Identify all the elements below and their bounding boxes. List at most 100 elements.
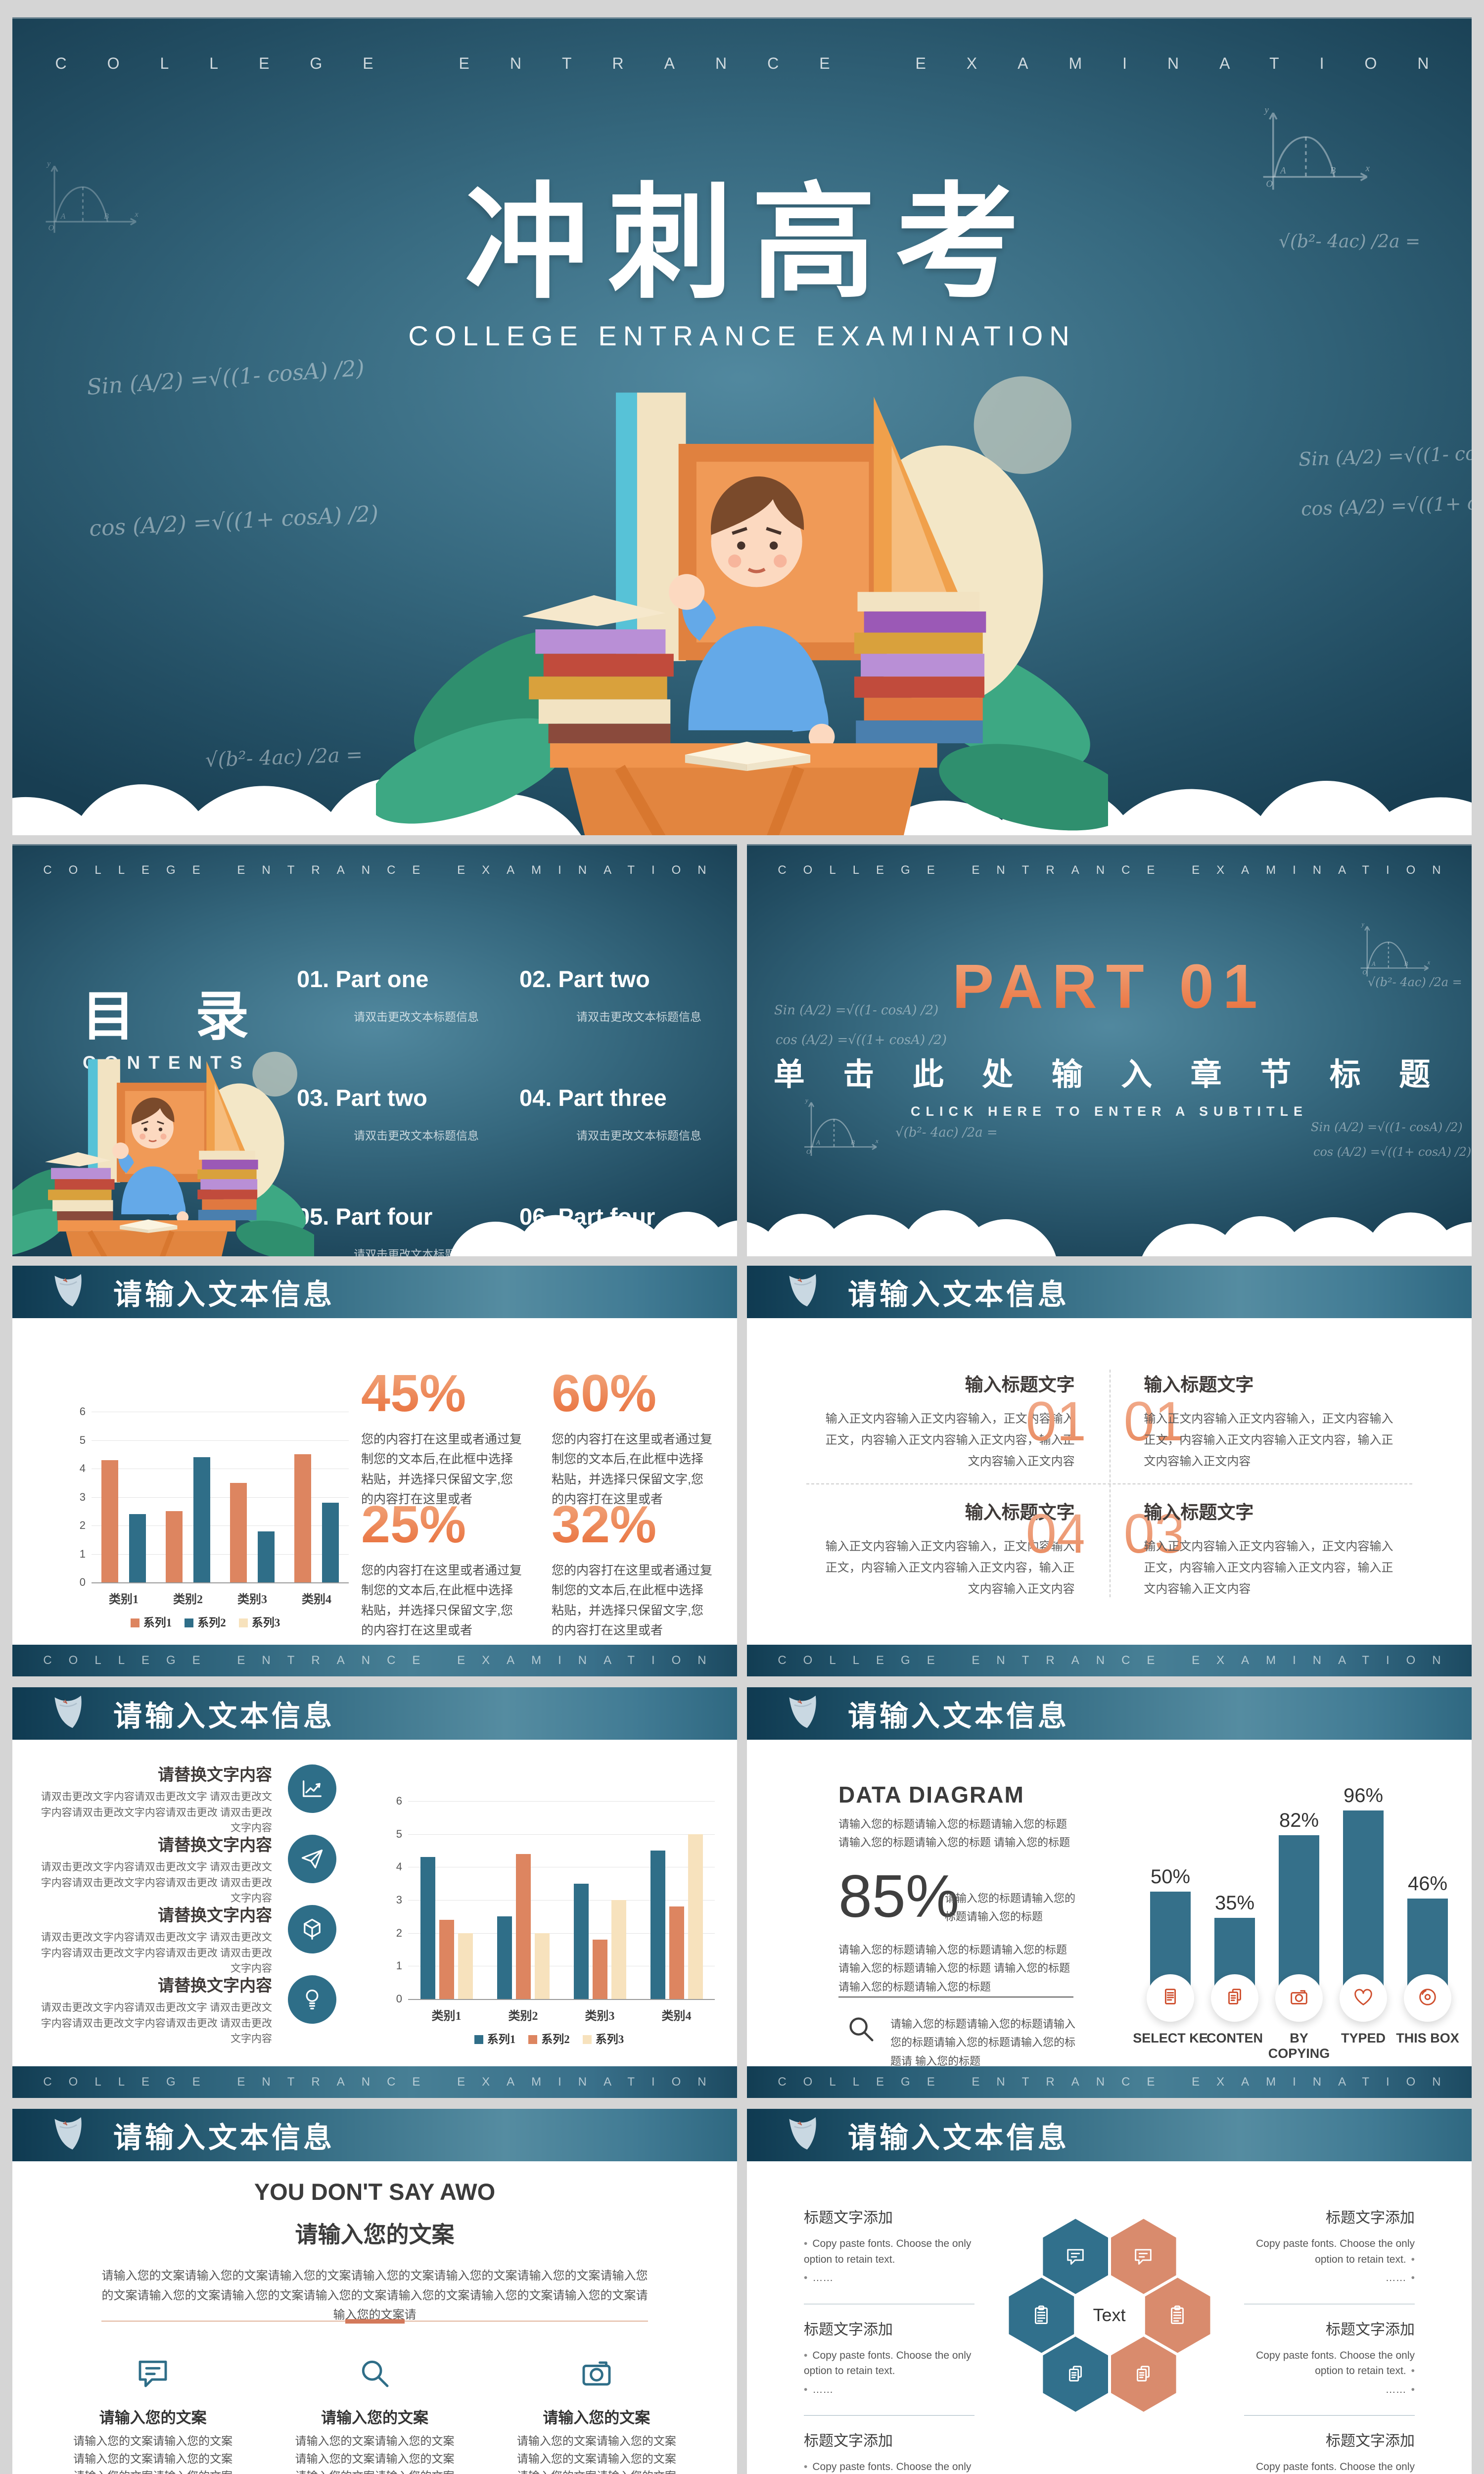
toc-item[interactable]: 05. Part four 请双击更改文本标题信息 — [297, 1203, 500, 1256]
feature-body: 请双击更改文字内容请双击更改文字 请双击更改文字内容请双击更改文字内容请双击更改… — [41, 1791, 272, 1834]
slide-toc[interactable]: COLLEGE ENTRANCE EXAMINATION 目 录 CONTENT… — [12, 844, 737, 1256]
category-label: 类别4 — [661, 2010, 692, 2023]
feature-list: 请替换文字内容 请双击更改文字内容请双击更改文字 请双击更改文字内容请双击更改文字… — [40, 1761, 336, 2045]
slide-cover[interactable]: COLLEGE ENTRANCE EXAMINATION Sin (A/2) =… — [12, 17, 1472, 835]
toc-item[interactable]: 01. Part one 请双击更改文本标题信息 — [297, 965, 500, 1084]
percent-value: 32% — [552, 1496, 717, 1554]
hexagon-flower-diagram: Text — [991, 2209, 1228, 2422]
cover-top-banner: COLLEGE ENTRANCE EXAMINATION — [55, 54, 1470, 72]
svg-text:O: O — [1362, 969, 1367, 976]
paper-icon — [782, 1271, 824, 1313]
svg-text:y: y — [804, 1096, 808, 1104]
awo-column: 请输入您的文案请输入您的文案请输入您的文案请输入您的文案请输入您的文案请输入您的… — [515, 2354, 678, 2474]
heart-icon — [1352, 1986, 1375, 2011]
block-bullet: Copy paste fonts. Choose the only option… — [1244, 2348, 1415, 2379]
chart-gridline — [92, 1440, 349, 1441]
awo-subtitle: 请输入您的文案 — [295, 2222, 455, 2247]
axis-tick-label: 1 — [396, 1959, 402, 1972]
chart-bar — [573, 1883, 589, 1999]
toc-item-desc: 请双击更改文本标题信息 — [576, 1129, 701, 1142]
toc-title: 目 录 — [82, 986, 272, 1046]
svg-text:A: A — [816, 1139, 820, 1146]
slide-awo[interactable]: 请输入文本信息 YOU DON'T SAY AWO 请输入您的文案 请输入您的文… — [12, 2109, 737, 2474]
slide-header-bar: 请输入文本信息 — [12, 2109, 737, 2161]
quadrant-item: 输入标题文字 输入正文内容输入正文内容输入，正文内容输入正文，内容输入正文内容输… — [1144, 1497, 1397, 1600]
percent-bar-value: 50% — [1150, 1865, 1191, 1888]
chart-gridline — [408, 1900, 715, 1901]
slide-header-title: 请输入文本信息 — [848, 2122, 1070, 2154]
legend-item: 系列1 — [130, 1613, 172, 1630]
block-title: 标题文字添加 — [804, 2433, 893, 2449]
axis-tick-label: 0 — [79, 1576, 86, 1588]
hexagon-left-texts: 标题文字添加 Copy paste fonts. Choose the only … — [804, 2205, 974, 2474]
slide-data-diagram[interactable]: 请输入文本信息 DATA DIAGRAM 请输入您的标题请输入您的标题请输入您的… — [747, 1687, 1472, 2098]
grouped-bar-chart: 0 1 2 3 4 5 6 类别1 类别2 类别3 类别4 系列1 系列2 系列3 — [57, 1365, 354, 1642]
divider-accent — [345, 2319, 405, 2324]
quadrant-title: 输入标题文字 — [1144, 1502, 1254, 1522]
chart-bar — [193, 1457, 210, 1582]
divider — [838, 1997, 1073, 1998]
doc-icon — [1159, 1986, 1182, 2011]
paper-icon — [47, 1271, 90, 1313]
chat-icon — [71, 2354, 234, 2396]
axis-tick-label: 4 — [396, 1860, 402, 1873]
chart-gridline — [408, 1801, 715, 1802]
toc-item-desc: 请双击更改文本标题信息 — [354, 1129, 479, 1142]
quadrant-title: 输入标题文字 — [1144, 1375, 1254, 1395]
slide-footer-bar: COLLEGE ENTRANCE EXAMINATION — [12, 1645, 737, 1676]
slide-header-bar: 请输入文本信息 — [12, 1687, 737, 1740]
plane-icon — [288, 1835, 336, 1883]
feature-item: 请替换文字内容 请双击更改文字内容请双击更改文字 请双击更改文字内容请双击更改文字… — [40, 1832, 336, 1904]
percent-desc: 您的内容打在这里或者通过复制您的文本后,在此框中选择粘贴，并选择只保留文字,您的… — [552, 1432, 713, 1507]
axis-tick-label: 5 — [396, 1827, 402, 1840]
category-label: 类别3 — [237, 1593, 267, 1606]
block-bullet: Copy paste fonts. Choose the only option… — [1244, 2236, 1415, 2267]
clipboard-icon — [1030, 2304, 1053, 2329]
feature-title: 请替换文字内容 — [158, 1977, 272, 1995]
clipboard-icon — [1166, 2304, 1189, 2329]
svg-text:B: B — [1330, 165, 1336, 176]
slide-stats[interactable]: 请输入文本信息 0 1 2 3 4 5 6 类别1 类别2 类别3 类别4 系列1 系列2 系列3 45%… — [12, 1266, 737, 1676]
floating-paper — [72, 657, 146, 751]
chart-bar — [458, 1933, 473, 1999]
divider — [101, 2319, 648, 2324]
chart-gridline — [92, 1525, 349, 1526]
slide-part01[interactable]: COLLEGE ENTRANCE EXAMINATION Sin (A/2) =… — [747, 844, 1472, 1256]
slide-hexagon[interactable]: 请输入文本信息 标题文字添加 Copy paste fonts. Choose t… — [747, 2109, 1472, 2474]
percent-block: 60% 您的内容打在这里或者通过复制您的文本后,在此框中选择粘贴，并选择只保留文字… — [552, 1365, 717, 1506]
chalk-formula-sin: Sin (A/2) =√((1- cosA) /2) — [86, 355, 366, 400]
chalk-formula-cos: cos (A/2) =√((1+ cosA) /2) — [89, 501, 379, 542]
percent-desc: 您的内容打在这里或者通过复制您的文本后,在此框中选择粘贴，并选择只保留文字,您的… — [361, 1432, 522, 1507]
chat-icon — [1132, 2245, 1155, 2270]
percent-bar-value: 35% — [1214, 1892, 1255, 1914]
slide-quadrant[interactable]: 请输入文本信息 输入标题文字 输入正文内容输入正文内容输入，正文内容输入正文，内… — [747, 1266, 1472, 1676]
chart-bar — [294, 1454, 311, 1582]
footer-banner-text: COLLEGE ENTRANCE EXAMINATION — [43, 1654, 723, 1667]
search-icon — [843, 2011, 878, 2046]
chalk-axes-sketch: y x A B O — [1358, 920, 1432, 983]
block-bullet: Copy paste fonts. Choose the only option… — [804, 2348, 974, 2379]
chart-gridline — [92, 1497, 349, 1498]
disc-icon — [1416, 1986, 1439, 2011]
category-label: 类别3 — [585, 2010, 615, 2023]
quadrant-grid: 输入标题文字 输入正文内容输入正文内容输入，正文内容输入正文，内容输入正文内容输… — [806, 1370, 1412, 1600]
percent-bar — [1279, 1835, 1319, 1999]
chalk-formula-cos: cos (A/2) =√((1+ cosA) /2) — [1300, 489, 1472, 520]
chart-bar — [534, 1933, 550, 1999]
block-bullet: Copy paste fonts. Choose the only option… — [804, 2459, 974, 2474]
awo-column-title: 请输入您的文案 — [99, 2409, 207, 2426]
toc-item[interactable]: 02. Part two 请双击更改文本标题信息 — [519, 965, 722, 1084]
feature-body: 请双击更改文字内容请双击更改文字 请双击更改文字内容请双击更改文字内容请双击更改… — [41, 1931, 272, 1974]
percent-bar-label: CONTEN — [1206, 2031, 1263, 2046]
percent-bar-label: THIS BOX — [1396, 2031, 1459, 2046]
toc-item[interactable]: 04. Part three 请双击更改文本标题信息 — [519, 1084, 722, 1203]
percent-bar-icon-circle — [1275, 1974, 1323, 2022]
slide-footer-bar: COLLEGE ENTRANCE EXAMINATION — [12, 2066, 737, 2098]
chart-bar — [669, 1906, 684, 1999]
slide-features[interactable]: 请输入文本信息 请替换文字内容 请双击更改文字内容请双击更改文字 请双击更改文字内… — [12, 1687, 737, 2098]
awo-column-title: 请输入您的文案 — [543, 2409, 650, 2426]
percent-desc: 您的内容打在这里或者通过复制您的文本后,在此框中选择粘贴，并选择只保留文字,您的… — [552, 1563, 713, 1638]
toc-item-title: 04. Part three — [519, 1085, 667, 1111]
toc-item[interactable]: 03. Part two 请双击更改文本标题信息 — [297, 1084, 500, 1203]
percent-desc: 您的内容打在这里或者通过复制您的文本后,在此框中选择粘贴，并选择只保留文字,您的… — [361, 1563, 522, 1638]
